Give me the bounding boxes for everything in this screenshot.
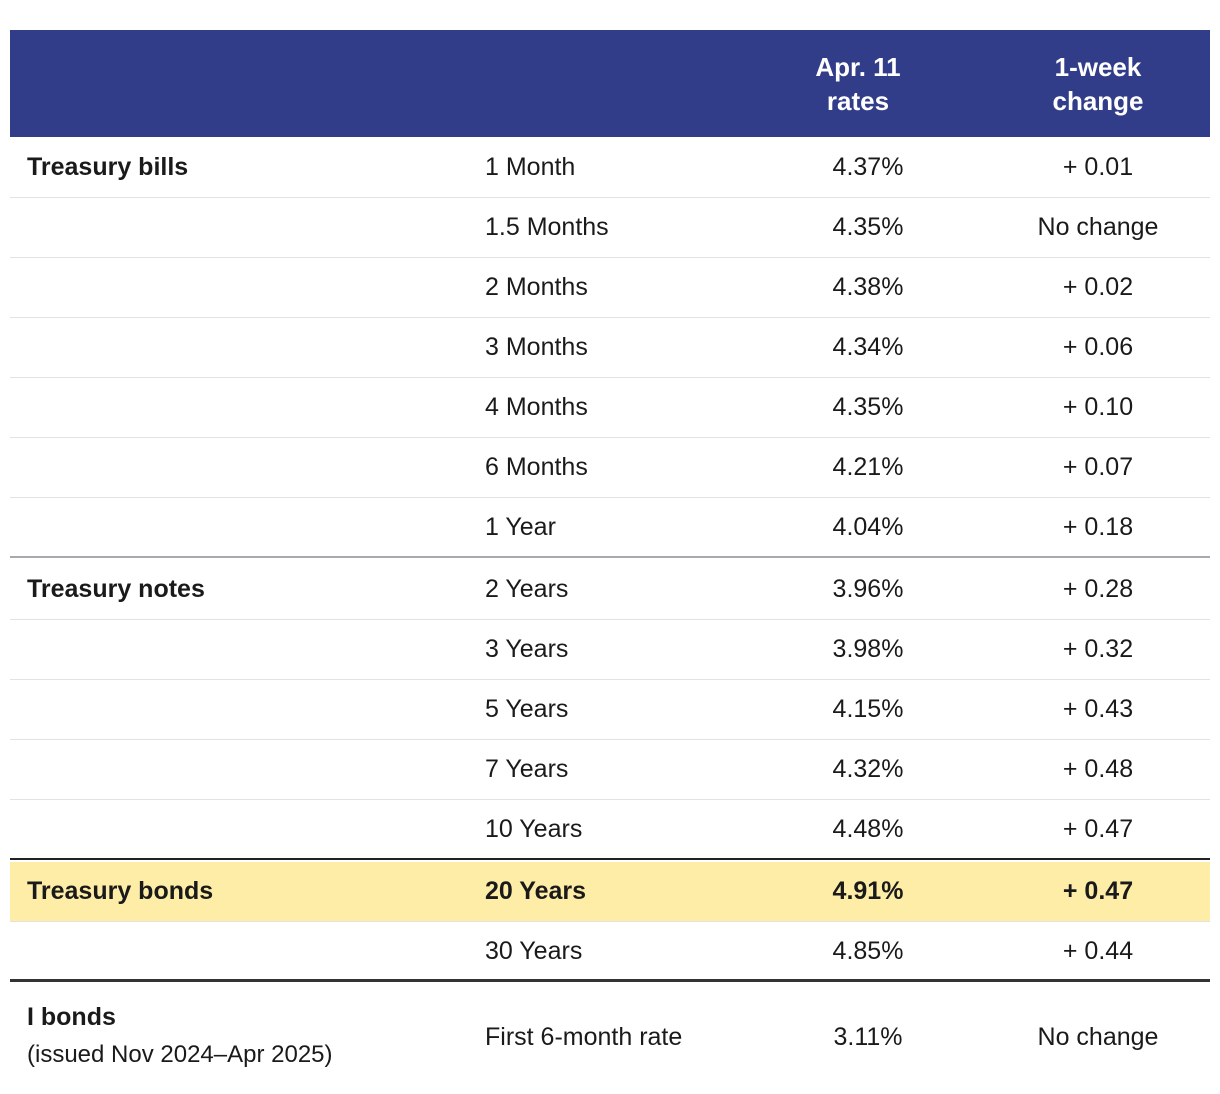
change: No change [1037, 1023, 1159, 1051]
change: + 0.48 [1062, 755, 1134, 783]
rate: 3.96% [832, 575, 904, 603]
header-label: Apr. 11 [815, 52, 901, 82]
change: + 0.10 [1062, 393, 1134, 421]
group-label: I bonds [27, 1003, 116, 1031]
table-header [10, 30, 1210, 137]
rate: 4.38% [832, 273, 904, 301]
rate: 4.91% [832, 877, 904, 905]
change: + 0.02 [1062, 273, 1134, 301]
table-row [10, 498, 1210, 558]
rate: 3.98% [832, 635, 904, 663]
table-row [10, 740, 1210, 800]
table-row [10, 560, 1210, 620]
change: + 0.47 [1062, 815, 1134, 843]
table-row [10, 258, 1210, 318]
term: 6 Months [485, 453, 588, 481]
rate: 3.11% [833, 1023, 903, 1051]
change: + 0.07 [1062, 453, 1134, 481]
header-label: 1-week [1054, 52, 1142, 82]
table-row [10, 800, 1210, 860]
term: 1 Month [485, 153, 576, 181]
table-row [10, 318, 1210, 378]
term: 20 Years [485, 877, 587, 905]
term: 3 Years [485, 635, 569, 663]
rate: 4.85% [832, 937, 904, 965]
term: 5 Years [485, 695, 569, 723]
group-label: Treasury bonds [27, 877, 214, 905]
term: 7 Years [485, 755, 569, 783]
change: + 0.47 [1062, 877, 1134, 905]
change: + 0.43 [1062, 695, 1134, 723]
rate: 4.34% [832, 333, 904, 361]
term: First 6-month rate [485, 1023, 683, 1051]
group-note: (issued Nov 2024–Apr 2025) [27, 1041, 333, 1068]
table-row [10, 198, 1210, 258]
change: + 0.28 [1062, 575, 1134, 603]
table-row [10, 620, 1210, 680]
table-row [10, 138, 1210, 198]
table-row [10, 922, 1210, 982]
change: No change [1037, 213, 1159, 241]
rate: 4.35% [832, 213, 904, 241]
rate: 4.15% [832, 695, 904, 723]
change: + 0.18 [1062, 513, 1134, 541]
change: + 0.06 [1062, 333, 1134, 361]
header-label: change [1052, 86, 1144, 116]
header-label: rates [826, 86, 890, 116]
term: 1.5 Months [485, 213, 609, 241]
term: 1 Year [485, 513, 556, 541]
term: 4 Months [485, 393, 588, 421]
change: + 0.01 [1062, 153, 1134, 181]
table-row [10, 378, 1210, 438]
change: + 0.44 [1062, 937, 1134, 965]
change: + 0.32 [1062, 635, 1134, 663]
term: 2 Years [485, 575, 569, 603]
term: 10 Years [485, 815, 583, 843]
table-row [10, 680, 1210, 740]
term: 30 Years [485, 937, 583, 965]
term: 3 Months [485, 333, 588, 361]
group-label: Treasury notes [27, 575, 205, 603]
table-row [10, 438, 1210, 498]
group-label: Treasury bills [27, 153, 189, 181]
rate: 4.21% [832, 453, 904, 481]
rate: 4.04% [832, 513, 904, 541]
term: 2 Months [485, 273, 588, 301]
rate: 4.35% [832, 393, 904, 421]
table-row [10, 862, 1210, 922]
rate: 4.37% [832, 153, 904, 181]
rate: 4.48% [832, 815, 904, 843]
rate: 4.32% [832, 755, 904, 783]
